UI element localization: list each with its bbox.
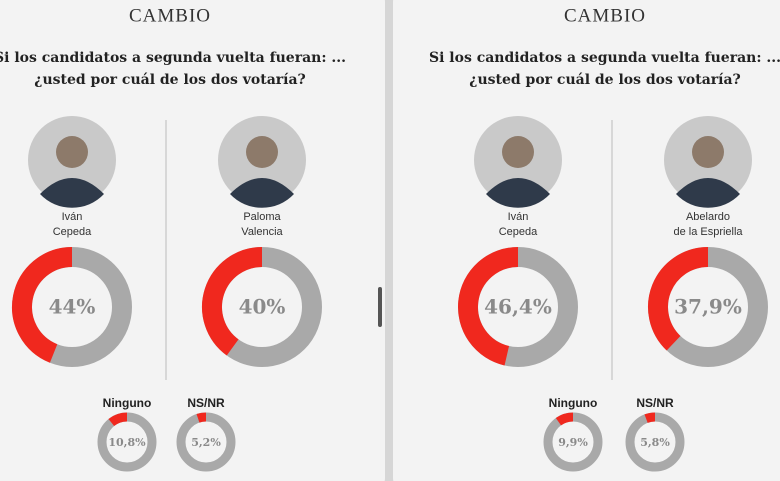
avatar-body bbox=[486, 178, 550, 208]
candidate-name: Valencia bbox=[241, 226, 283, 238]
percent-label: 10,8% bbox=[108, 436, 146, 449]
avatar-body bbox=[676, 178, 740, 208]
donut-segment bbox=[108, 412, 128, 427]
avatar-head bbox=[56, 136, 88, 168]
candidate-name: Paloma bbox=[243, 211, 281, 223]
option-name: NS/NR bbox=[187, 396, 225, 410]
avatar-body bbox=[40, 178, 104, 208]
candidate-name: Abelardo bbox=[686, 211, 730, 223]
brand: CAMBIO bbox=[129, 5, 211, 26]
percent-label: 44% bbox=[49, 295, 96, 319]
donut-segment bbox=[644, 412, 656, 423]
avatar-head bbox=[692, 136, 724, 168]
percent-label: 5,8% bbox=[640, 436, 670, 449]
donut-segment bbox=[458, 247, 519, 366]
donut-segment bbox=[648, 247, 709, 351]
candidate-name: Iván bbox=[62, 211, 83, 223]
candidate-name: de la Espriella bbox=[673, 226, 743, 238]
option-name: NS/NR bbox=[636, 396, 674, 410]
donut-segment bbox=[555, 412, 574, 426]
donut-segment bbox=[196, 412, 207, 423]
brand: CAMBIO bbox=[564, 5, 646, 26]
percent-label: 37,9% bbox=[674, 295, 742, 319]
question: Si los candidatos a segunda vuelta fuera… bbox=[0, 50, 346, 66]
avatar-head bbox=[502, 136, 534, 168]
percent-label: 40% bbox=[239, 295, 286, 319]
percent-label: 9,9% bbox=[558, 436, 588, 449]
avatar-head bbox=[246, 136, 278, 168]
percent-label: 46,4% bbox=[484, 295, 552, 319]
candidate-name: Iván bbox=[508, 211, 529, 223]
question: ¿usted por cuál de los dos votaría? bbox=[469, 72, 741, 88]
avatar-body bbox=[230, 178, 294, 208]
candidate-name: Cepeda bbox=[499, 226, 538, 238]
donut-segment bbox=[12, 247, 73, 363]
question: ¿usted por cuál de los dos votaría? bbox=[34, 72, 306, 88]
candidate-name: Cepeda bbox=[53, 226, 92, 238]
percent-label: 5,2% bbox=[191, 436, 221, 449]
option-name: Ninguno bbox=[103, 396, 152, 410]
donut-segment bbox=[202, 247, 263, 356]
question: Si los candidatos a segunda vuelta fuera… bbox=[429, 50, 780, 66]
option-name: Ninguno bbox=[549, 396, 598, 410]
scrollbar[interactable] bbox=[378, 287, 382, 327]
